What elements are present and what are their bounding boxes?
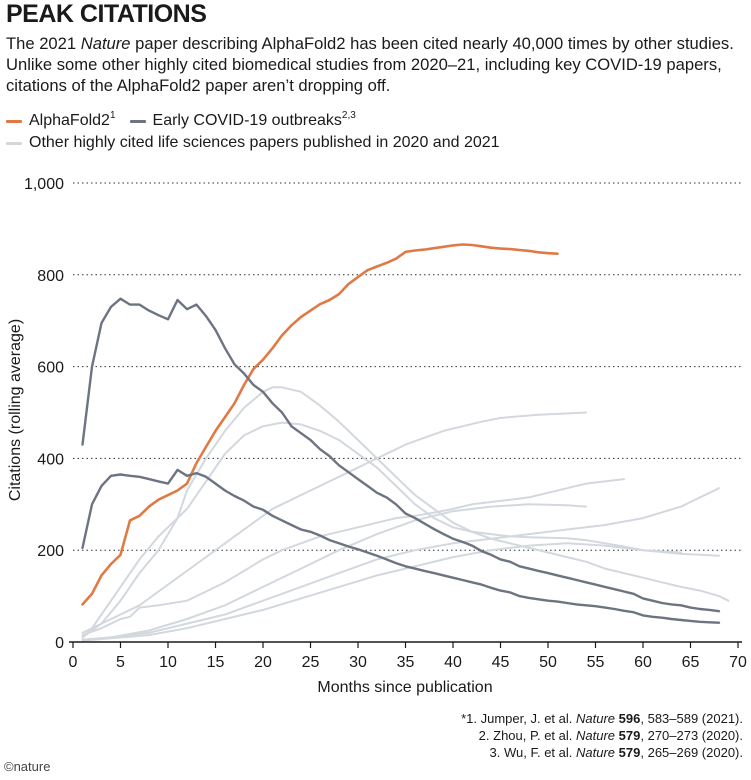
footnote-authors: *1. Jumper, J. et al.: [461, 711, 576, 726]
subtitle-journal-name: Nature: [80, 34, 131, 53]
y-tick-label: 800: [37, 268, 64, 285]
y-tick-label: 200: [37, 543, 64, 560]
nature-credit: ©nature: [4, 759, 51, 774]
series-line-other-3: [81, 478, 625, 637]
series-line-other-4: [81, 487, 720, 641]
legend-swatch-other: [6, 141, 22, 145]
legend-label-alphafold: AlphaFold2: [29, 112, 110, 129]
grid-layer: [73, 182, 742, 551]
subtitle-text-before: The 2021: [6, 34, 81, 53]
series-line-covid-9: [81, 468, 721, 624]
series-line-alphafold-7: [81, 243, 559, 606]
x-tick-label: 20: [254, 654, 272, 671]
footnote-3: 3. Wu, F. et al. Nature 579, 265–269 (20…: [461, 744, 743, 761]
footnote-volume: 596: [618, 711, 641, 726]
y-axis-label: Citations (rolling average): [7, 319, 24, 501]
footnote-pages: , 270–273 (2020).: [640, 728, 743, 743]
footnote-pages: , 265–269 (2020).: [640, 745, 743, 760]
series-line-other-5: [81, 503, 587, 641]
y-tick-label: 600: [37, 360, 64, 377]
x-tick-label: 65: [682, 654, 700, 671]
y-tick-label: 0: [55, 635, 64, 652]
x-tick-label: 50: [539, 654, 557, 671]
subtitle-text-after: paper describing AlphaFold2 has been cit…: [6, 34, 734, 95]
chart-title: PEAK CITATIONS: [6, 0, 207, 28]
x-tick-label: 40: [444, 654, 462, 671]
legend-sup-covid: 2,3: [341, 110, 356, 121]
legend-swatch-alphafold: [6, 119, 22, 123]
legend-label-other: Other highly cited life sciences papers …: [29, 134, 500, 151]
footnote-pages: , 583–589 (2021).: [640, 711, 743, 726]
line-chart: 0 200 400 600 800 1,000 0 5 10 15 20 25 30 35 40 45 50 55…: [7, 176, 747, 696]
series-line-covid-8: [81, 297, 721, 613]
x-tick-label: 0: [69, 654, 78, 671]
x-tick-label: 55: [587, 654, 605, 671]
chart-legend: AlphaFold2 1 Early COVID-19 outbreaks 2,3 …: [6, 110, 514, 154]
series-line-other-2: [81, 421, 720, 639]
footnote-journal: Nature: [576, 728, 616, 743]
footnote-1: *1. Jumper, J. et al. Nature 596, 583–58…: [461, 710, 743, 727]
footnote-2: 2. Zhou, P. et al. Nature 579, 270–273 (…: [461, 727, 743, 744]
chart-subtitle: The 2021 Nature paper describing AlphaFo…: [6, 33, 746, 96]
legend-label-covid: Early COVID-19 outbreaks: [152, 112, 342, 129]
series-line-other-1: [81, 386, 730, 639]
legend-swatch-covid: [129, 119, 146, 123]
legend-row-1: AlphaFold2 1 Early COVID-19 outbreaks 2,3: [6, 110, 514, 132]
footnotes: *1. Jumper, J. et al. Nature 596, 583–58…: [461, 710, 743, 761]
footnote-volume: 579: [618, 728, 641, 743]
y-tick-label: 1,000: [24, 176, 64, 193]
x-tick-label: 25: [302, 654, 320, 671]
x-tick-label: 10: [159, 654, 177, 671]
legend-item-alphafold: AlphaFold2 1: [6, 110, 116, 132]
axis-layer: 0 200 400 600 800 1,000 0 5 10 15 20 25 30 35 40 45 50 55…: [24, 176, 747, 671]
legend-row-2: Other highly cited life sciences papers …: [6, 132, 514, 154]
legend-item-covid: Early COVID-19 outbreaks 2,3: [129, 110, 356, 132]
x-tick-label: 5: [116, 654, 125, 671]
x-tick-label: 70: [729, 654, 747, 671]
legend-sup-alphafold: 1: [109, 110, 116, 121]
legend-item-other: Other highly cited life sciences papers …: [6, 132, 500, 154]
x-axis-label: Months since publication: [317, 679, 492, 696]
footnote-volume: 579: [618, 745, 641, 760]
x-tick-label: 15: [207, 654, 225, 671]
footnote-journal: Nature: [576, 711, 616, 726]
series-line-other-6: [81, 542, 682, 642]
x-tick-label: 35: [397, 654, 415, 671]
y-tick-label: 400: [37, 451, 64, 468]
footnote-journal: Nature: [576, 745, 616, 760]
x-tick-label: 60: [634, 654, 652, 671]
x-tick-label: 30: [349, 654, 367, 671]
series-line-other-0: [81, 411, 587, 634]
x-tick-label: 45: [492, 654, 510, 671]
footnote-authors: 2. Zhou, P. et al.: [478, 728, 576, 743]
footnote-authors: 3. Wu, F. et al.: [489, 745, 576, 760]
series-layer: [81, 243, 730, 642]
